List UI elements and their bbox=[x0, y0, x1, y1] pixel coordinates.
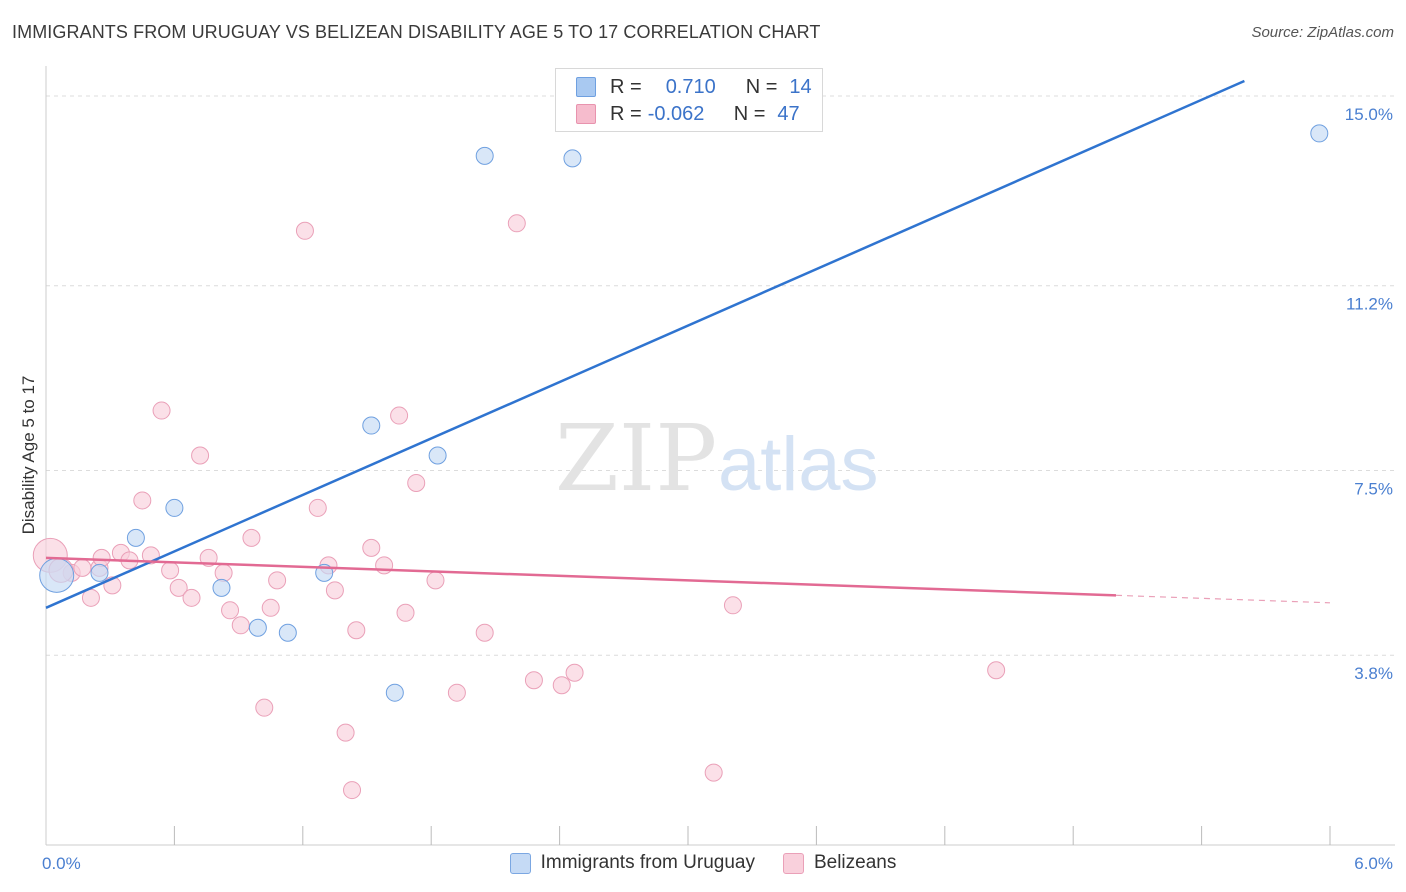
watermark-zip: ZIP bbox=[555, 405, 717, 512]
belizeans-point bbox=[407, 473, 426, 492]
legend-row-uruguay: R = 0.710 N = 14 bbox=[576, 75, 812, 99]
belizeans-point bbox=[325, 581, 344, 600]
belizeans-point bbox=[565, 663, 584, 682]
belizeans-point bbox=[552, 676, 571, 695]
y-tick-label: 15.0% bbox=[1345, 105, 1393, 124]
y-axis-title: Disability Age 5 to 17 bbox=[19, 376, 38, 535]
uruguay-point bbox=[248, 618, 267, 637]
belizeans-point bbox=[295, 221, 314, 240]
belizeans-trend-extension bbox=[1115, 594, 1331, 604]
series-label-belizeans: Belizeans bbox=[813, 852, 897, 873]
uruguay-point bbox=[126, 528, 145, 547]
belizeans-point bbox=[255, 698, 274, 717]
legend-row-belizeans: R = -0.062 N = 47 bbox=[576, 102, 800, 126]
series-swatch-uruguay bbox=[509, 852, 531, 874]
source-label: Source: ZipAtlas.com bbox=[1251, 24, 1394, 41]
belizeans-point bbox=[507, 214, 526, 233]
series-label-uruguay: Immigrants from Uruguay bbox=[540, 852, 755, 873]
stats-legend: R = 0.710 N = 14 R = -0.062 N = 47 bbox=[555, 68, 823, 132]
belizeans-point bbox=[191, 446, 210, 465]
belizeans-point bbox=[152, 401, 171, 420]
belizeans-point bbox=[214, 563, 233, 582]
belizeans-trend-line bbox=[45, 556, 1117, 597]
belizeans-point bbox=[362, 538, 381, 557]
belizeans-point bbox=[426, 571, 445, 590]
x-tick-label: 0.0% bbox=[42, 854, 81, 873]
uruguay-point bbox=[428, 446, 447, 465]
uruguay-point bbox=[90, 563, 109, 582]
belizeans-point bbox=[231, 616, 250, 635]
uruguay-point bbox=[1310, 124, 1329, 143]
y-tick-label: 3.8% bbox=[1354, 664, 1393, 683]
belizeans-point bbox=[161, 561, 180, 580]
belizeans-point bbox=[308, 498, 327, 517]
tick-labels: 3.8% 7.5% 11.2% 15.0% 0.0% 6.0% bbox=[42, 105, 1393, 873]
belizeans-point bbox=[347, 621, 366, 640]
uruguay-point bbox=[165, 498, 184, 517]
series-legend: Immigrants from Uruguay Belizeans bbox=[0, 852, 1406, 874]
belizeans-point bbox=[182, 588, 201, 607]
trend-lines bbox=[45, 79, 1331, 609]
belizeans-point bbox=[987, 661, 1006, 680]
watermark: ZIP atlas bbox=[555, 405, 879, 512]
belizeans-point bbox=[723, 596, 742, 615]
legend-n-value: 47 bbox=[777, 102, 800, 125]
belizeans-point bbox=[343, 781, 362, 800]
belizeans-point bbox=[336, 723, 355, 742]
belizeans-point bbox=[199, 548, 218, 567]
series-swatch-belizeans bbox=[782, 852, 804, 874]
belizeans-point bbox=[242, 528, 261, 547]
uruguay-point bbox=[563, 149, 582, 168]
belizeans-point bbox=[524, 671, 543, 690]
legend-n-value: 14 bbox=[789, 75, 812, 98]
x-tick-label: 6.0% bbox=[1354, 854, 1393, 873]
belizeans-point bbox=[396, 603, 415, 622]
legend-n-label: N = bbox=[733, 102, 766, 125]
uruguay-point bbox=[385, 683, 404, 702]
uruguay-trend-line bbox=[45, 79, 1245, 609]
belizeans-point bbox=[169, 578, 188, 597]
legend-swatch-belizeans bbox=[576, 104, 596, 124]
legend-r-value: 0.710 bbox=[665, 75, 716, 98]
chart-title: IMMIGRANTS FROM URUGUAY VS BELIZEAN DISA… bbox=[12, 22, 821, 42]
y-tick-label: 11.2% bbox=[1346, 295, 1393, 314]
belizeans-point bbox=[390, 406, 409, 425]
belizeans-point bbox=[375, 556, 394, 575]
uruguay-point bbox=[212, 578, 231, 597]
uruguay-point bbox=[475, 146, 494, 165]
legend-n-label: N = bbox=[745, 75, 778, 98]
legend-r-label: R = bbox=[610, 102, 642, 125]
series-legend-belizeans: Belizeans bbox=[782, 852, 897, 874]
belizeans-point bbox=[704, 763, 723, 782]
legend-r-label: R = bbox=[610, 75, 642, 98]
uruguay-point bbox=[362, 416, 381, 435]
uruguay-point bbox=[39, 557, 75, 593]
legend-r-value: -0.062 bbox=[647, 102, 705, 125]
belizeans-point bbox=[221, 601, 240, 620]
belizeans-point bbox=[268, 571, 287, 590]
belizeans-point bbox=[261, 598, 280, 617]
y-tick-label: 7.5% bbox=[1354, 479, 1393, 498]
axes bbox=[45, 66, 1395, 846]
legend-swatch-uruguay bbox=[576, 77, 596, 97]
belizeans-point bbox=[133, 491, 152, 510]
belizeans-point bbox=[92, 548, 111, 567]
belizeans-point bbox=[73, 558, 92, 577]
gridlines bbox=[46, 95, 1395, 656]
belizeans-point bbox=[447, 683, 466, 702]
belizeans-point bbox=[475, 623, 494, 642]
watermark-atlas: atlas bbox=[718, 422, 879, 507]
uruguay-points bbox=[39, 124, 1329, 702]
uruguay-point bbox=[278, 623, 297, 642]
series-legend-uruguay: Immigrants from Uruguay bbox=[509, 852, 755, 874]
